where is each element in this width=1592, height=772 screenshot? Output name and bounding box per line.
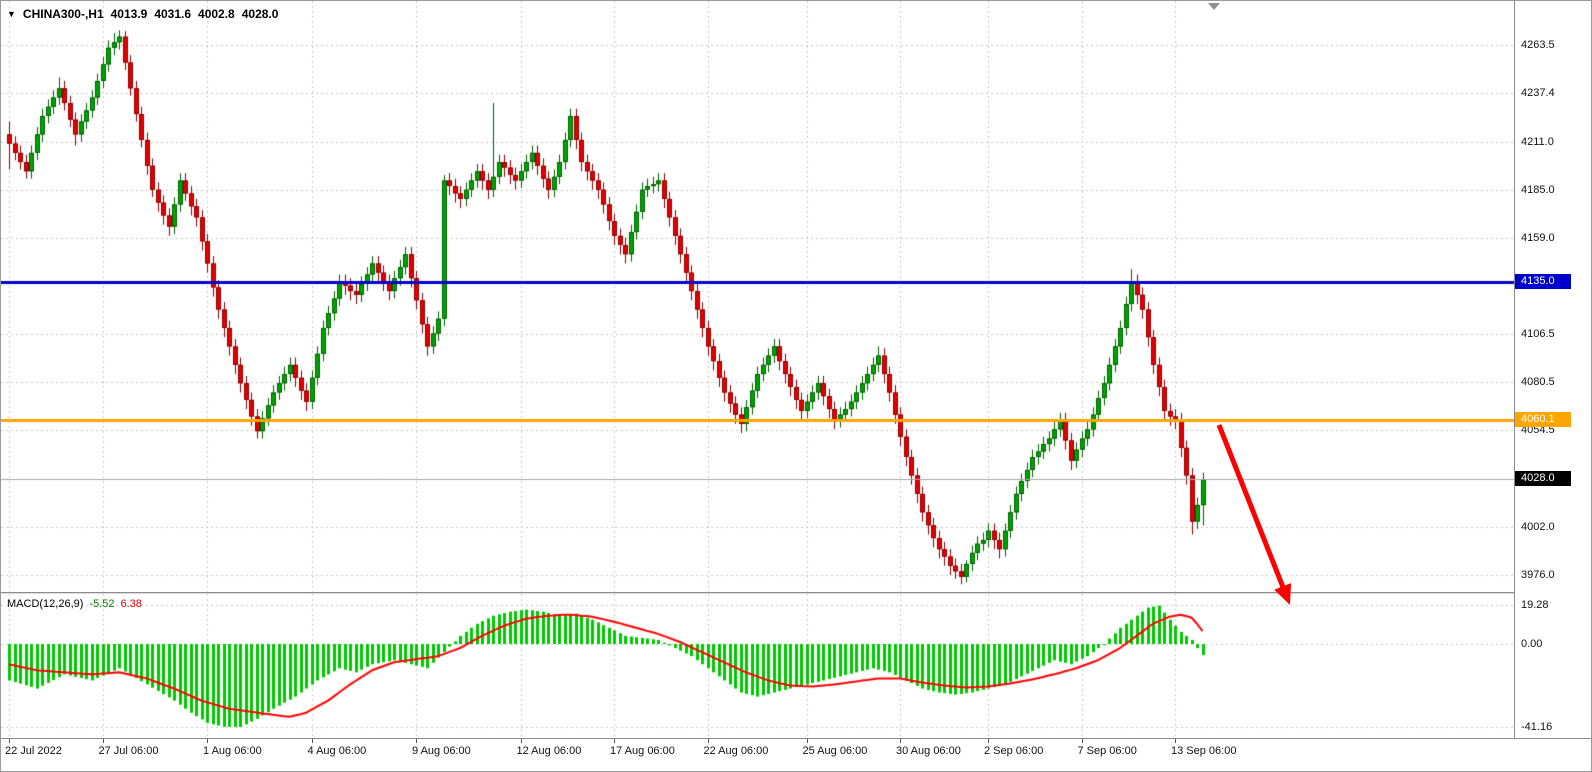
time-tick-label: 2 Sep 06:00 (984, 745, 1044, 757)
symbol-ohlc-label: ▼ CHINA300-,H1 4013.9 4031.6 4002.8 4028… (7, 7, 278, 21)
price-tick-label: 3976.0 (1521, 569, 1555, 581)
price-tick-label: 4080.5 (1521, 376, 1555, 389)
time-tick-mark (207, 739, 208, 743)
price-tick-label: 4263.5 (1521, 39, 1555, 51)
current-price-line-label: 4028.0 (1515, 471, 1571, 487)
price-axis[interactable]: 4263.5 4237.4 4211.0 4185.0 4159.0 4106.5 4080… (1514, 1, 1591, 738)
pane-resize-handle[interactable] (1, 592, 1591, 594)
time-tick-mark (900, 739, 901, 743)
time-tick-label: 13 Sep 06:00 (1171, 745, 1237, 757)
macd-indicator-label: MACD(12,26,9) -5.52 6.38 (7, 598, 142, 610)
price-tick-label: 4002.0 (1521, 521, 1555, 534)
time-tick-mark (1175, 739, 1176, 743)
price-tick-label: 4106.5 (1521, 328, 1555, 341)
time-tick-label: 9 Aug 06:00 (412, 745, 471, 757)
time-tick-label: 7 Sep 06:00 (1077, 745, 1137, 757)
time-tick-mark (1082, 739, 1083, 743)
bar-low: 4002.8 (198, 7, 235, 21)
chart-shift-marker[interactable] (1208, 3, 1220, 10)
one-click-trading-toggle[interactable]: ▼ (7, 9, 16, 19)
macd-indicator-pane[interactable] (1, 594, 1514, 738)
price-chart-pane[interactable] (1, 1, 1514, 593)
time-tick-mark (708, 739, 709, 743)
price-tick-label: 4185.0 (1521, 183, 1555, 196)
macd-signal-value: 6.38 (120, 598, 142, 610)
time-tick-label: 27 Jul 06:00 (98, 745, 159, 757)
price-tick-label: 4159.0 (1521, 231, 1555, 244)
macd-tick-label: -41.16 (1521, 721, 1553, 734)
macd-main-value: -5.52 (89, 598, 115, 610)
macd-tick-label: 0.00 (1521, 638, 1543, 650)
time-axis[interactable]: 22 Jul 2022 27 Jul 06:00 1 Aug 06:00 4 Aug … (1, 739, 1591, 771)
macd-tick-label: 19.28 (1521, 598, 1549, 611)
time-tick-label: 1 Aug 06:00 (203, 745, 262, 757)
price-tick-label: 4054.5 (1521, 424, 1555, 437)
time-tick-mark (312, 739, 313, 743)
time-tick-mark (103, 739, 104, 743)
time-tick-label: 4 Aug 06:00 (307, 745, 367, 757)
bar-high: 4031.6 (154, 7, 192, 21)
price-tick-label: 4237.4 (1521, 87, 1555, 100)
time-tick-mark (614, 739, 615, 743)
time-tick-label: 22 Aug 06:00 (703, 745, 769, 757)
bar-open: 4013.9 (110, 7, 148, 21)
price-tick-label: 4211.0 (1521, 135, 1554, 148)
time-tick-label: 30 Aug 06:00 (896, 745, 961, 757)
resistance-line-label: 4135.0 (1515, 273, 1571, 289)
support-line-label: 4060.1 (1515, 411, 1571, 427)
macd-name: MACD(12,26,9) (7, 598, 84, 610)
time-axis-divider (1, 738, 1591, 739)
time-tick-label: 22 Jul 2022 (5, 745, 62, 757)
symbol-period: CHINA300-,H1 (22, 7, 104, 21)
time-tick-label: 12 Aug 06:00 (516, 745, 582, 757)
time-tick-mark (416, 739, 417, 743)
bar-close: 4028.0 (241, 7, 279, 21)
time-tick-mark (988, 739, 989, 743)
time-tick-mark (521, 739, 522, 743)
time-tick-label: 25 Aug 06:00 (802, 745, 868, 757)
time-tick-mark (807, 739, 808, 743)
time-tick-mark (9, 739, 10, 743)
time-tick-label: 17 Aug 06:00 (610, 745, 675, 757)
